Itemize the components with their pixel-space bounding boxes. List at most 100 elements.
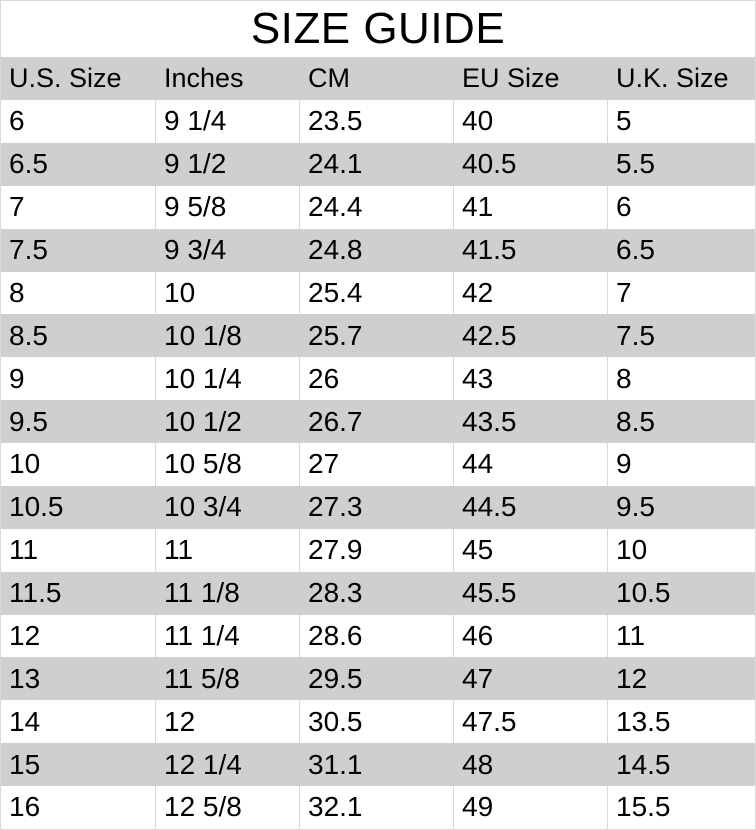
cell-inches: 12 1/4 [164,748,242,780]
cell-eu-size: 40.5 [462,148,517,180]
column-header-cm: CM [308,63,350,93]
column-header-u-s-size: U.S. Size [9,63,122,93]
table-row: 8 10 25.4 42 7 [1,271,755,315]
cell-u-k-size: 6 [616,191,632,223]
table-row: 10 10 5/8 27 44 9 [1,443,755,486]
cell-inches: 10 3/4 [164,491,242,523]
cell-inches: 10 1/4 [156,357,300,401]
cell-inches: 11 5/8 [164,662,240,694]
cell-cm: 25.4 [300,271,454,315]
cell-u-s-size: 16 [1,786,156,829]
cell-u-k-size: 12 [616,662,648,694]
cell-eu-size: 45.5 [462,577,517,609]
cell-cm: 23.5 [300,100,454,143]
cell-inches: 9 1/2 [164,148,227,180]
cell-u-s-size: 13 [9,662,41,694]
cell-inches: 10 1/2 [164,405,242,437]
cell-cm: 32.1 [300,786,454,829]
table-row: 16 12 5/8 32.1 49 15.5 [1,786,755,829]
table-row: 9.5 10 1/2 26.7 43.5 8.5 [1,400,755,443]
cell-inches: 11 1/8 [164,577,240,609]
column-header-inches: Inches [164,63,244,93]
cell-inches: 10 [156,271,300,315]
cell-eu-size: 49 [454,786,608,829]
cell-u-s-size: 9.5 [9,405,48,437]
cell-u-s-size: 7.5 [9,234,48,266]
cell-eu-size: 43.5 [462,405,517,437]
cell-u-s-size: 10.5 [9,491,64,523]
cell-u-k-size: 11 [616,619,646,651]
table-row: 8.5 10 1/8 25.7 42.5 7.5 [1,314,755,358]
cell-u-s-size: 8 [1,271,156,315]
cell-eu-size: 41.5 [462,234,517,266]
cell-eu-size: 44.5 [462,491,517,523]
cell-u-s-size: 15 [9,748,41,780]
cell-u-k-size: 13.5 [616,705,671,737]
cell-u-k-size: 9 [616,448,632,480]
cell-u-s-size: 8.5 [9,319,48,351]
cell-cm: 27.3 [308,491,363,523]
cell-u-s-size: 11.5 [9,577,62,609]
table-row: 12 11 1/4 28.6 46 11 [1,614,755,658]
cell-u-k-size: 9.5 [616,491,655,523]
cell-eu-size: 42.5 [462,319,517,351]
cell-u-s-size: 9 [1,357,156,401]
page-title: SIZE GUIDE [1,1,755,57]
cell-inches: 10 5/8 [156,443,300,486]
cell-u-k-size: 6.5 [616,234,655,266]
cell-eu-size: 45 [454,528,608,572]
cell-inches: 11 [156,528,300,572]
cell-u-k-size: 5.5 [616,148,655,180]
table-row: 11.5 11 1/8 28.3 45.5 10.5 [1,571,755,615]
cell-u-s-size: 6 [1,100,156,143]
cell-u-k-size: 7 [616,276,632,308]
cell-cm: 26 [300,357,454,401]
cell-inches: 11 1/4 [156,614,300,658]
cell-u-s-size: 11 [1,528,156,572]
cell-inches: 12 5/8 [156,786,300,829]
table-row: 9 10 1/4 26 43 8 [1,357,755,401]
cell-u-k-size: 10 [616,534,648,566]
table-row: 6.5 9 1/2 24.1 40.5 5.5 [1,142,755,186]
cell-u-k-size: 15.5 [616,791,671,823]
table-row: 13 11 5/8 29.5 47 12 [1,657,755,701]
cell-inches: 10 1/8 [164,319,242,351]
cell-cm: 24.1 [308,148,363,180]
cell-inches: 9 1/4 [156,100,300,143]
cell-u-s-size: 14 [1,700,156,744]
table-row: 15 12 1/4 31.1 48 14.5 [1,743,755,786]
cell-u-k-size: 7.5 [616,319,655,351]
cell-u-k-size: 5 [616,105,632,137]
cell-u-k-size: 10.5 [616,577,671,609]
table-row: 10.5 10 3/4 27.3 44.5 9.5 [1,485,755,529]
cell-cm: 30.5 [300,700,454,744]
cell-cm: 26.7 [308,405,363,437]
cell-cm: 24.8 [308,234,363,266]
cell-eu-size: 47 [462,662,494,694]
cell-u-s-size: 7 [1,185,156,229]
cell-inches: 9 3/4 [164,234,227,266]
cell-cm: 25.7 [308,319,363,351]
cell-inches: 9 5/8 [156,185,300,229]
cell-cm: 27 [300,443,454,486]
cell-u-k-size: 8 [616,362,632,394]
column-header-u-k-size: U.K. Size [616,63,729,93]
cell-cm: 24.4 [300,185,454,229]
cell-eu-size: 44 [454,443,608,486]
cell-inches: 12 [156,700,300,744]
cell-u-k-size: 14.5 [616,748,671,780]
cell-u-k-size: 8.5 [616,405,655,437]
table-row: 14 12 30.5 47.5 13.5 [1,700,755,744]
cell-cm: 29.5 [308,662,363,694]
table-row: 11 11 27.9 45 10 [1,528,755,572]
cell-cm: 28.3 [308,577,363,609]
cell-eu-size: 47.5 [454,700,608,744]
column-header-eu-size: EU Size [462,63,560,93]
cell-eu-size: 41 [454,185,608,229]
cell-u-s-size: 12 [1,614,156,658]
table-row: 7.5 9 3/4 24.8 41.5 6.5 [1,228,755,272]
